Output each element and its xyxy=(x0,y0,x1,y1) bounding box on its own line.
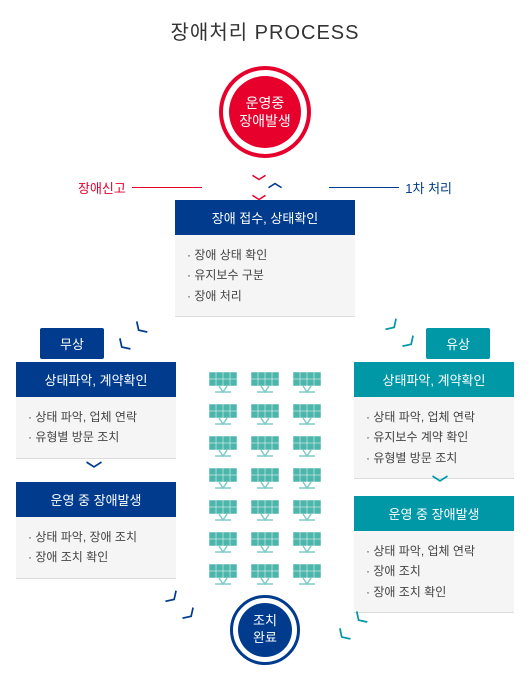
list-item: 상태 파악, 업체 연락 xyxy=(28,407,164,427)
intake-item: 장애 처리 xyxy=(187,286,343,306)
list-item: 유지보수 계약 확인 xyxy=(366,427,502,447)
box-header: 상태파악, 계약확인 xyxy=(16,362,176,397)
solar-panel-icon xyxy=(249,530,281,554)
list-item: 상태 파악, 업체 연락 xyxy=(366,541,502,561)
solar-panel-icon xyxy=(291,434,323,458)
list-item: 장애 조치 확인 xyxy=(28,547,164,567)
label-primary-handling: 1차 처리 xyxy=(329,178,452,197)
box-header: 상태파악, 계약확인 xyxy=(354,362,514,397)
solar-panel-icon xyxy=(291,402,323,426)
solar-panel-icon xyxy=(291,562,323,586)
chevron-diag-icon: ﹀﹀ xyxy=(327,607,369,649)
end-circle: 조치 완료 xyxy=(238,603,292,657)
box-header: 운영 중 장애발생 xyxy=(16,482,176,517)
list-item: 유형별 방문 조치 xyxy=(28,427,164,447)
start-line1: 운영중 xyxy=(246,94,285,112)
solar-panel-icon xyxy=(249,498,281,522)
box-body: 상태 파악, 장애 조치 장애 조치 확인 xyxy=(16,517,176,578)
list-item: 상태 파악, 장애 조치 xyxy=(28,527,164,547)
solar-panel-icon xyxy=(291,370,323,394)
intake-item: 유지보수 구분 xyxy=(187,265,343,285)
left-box-2: 운영 중 장애발생 상태 파악, 장애 조치 장애 조치 확인 xyxy=(16,482,176,579)
solar-panel-icon xyxy=(207,370,239,394)
left-box-1: 상태파악, 계약확인 상태 파악, 업체 연락 유형별 방문 조치 xyxy=(16,362,176,459)
solar-panel-icon xyxy=(207,530,239,554)
start-circle: 운영중 장애발생 xyxy=(229,76,301,148)
end-line2: 완료 xyxy=(253,630,277,647)
list-item: 장애 조치 xyxy=(366,561,502,581)
end-line1: 조치 xyxy=(253,613,277,630)
box-body: 상태 파악, 업체 연락 유형별 방문 조치 xyxy=(16,397,176,458)
intake-box: 장애 접수, 상태확인 장애 상태 확인 유지보수 구분 장애 처리 xyxy=(175,200,355,317)
list-item: 상태 파악, 업체 연락 xyxy=(366,407,502,427)
solar-panel-icon xyxy=(207,498,239,522)
solar-panel-icon xyxy=(207,434,239,458)
chevron-diag-icon: ﹀﹀ xyxy=(381,317,423,359)
box-header: 운영 중 장애발생 xyxy=(354,496,514,531)
label-left-text: 장애신고 xyxy=(78,178,126,197)
box-body: 상태 파악, 업체 연락 유지보수 계약 확인 유형별 방문 조치 xyxy=(354,397,514,478)
solar-panel-icon xyxy=(249,562,281,586)
solar-panel-icon xyxy=(249,370,281,394)
solar-panel-icon xyxy=(249,434,281,458)
chevron-diag-icon: ﹀﹀ xyxy=(107,317,149,359)
solar-panel-icon xyxy=(249,466,281,490)
solar-panel-icon xyxy=(291,498,323,522)
solar-panel-icon xyxy=(207,562,239,586)
list-item: 유형별 방문 조치 xyxy=(366,448,502,468)
page-title: 장애처리 PROCESS xyxy=(0,0,530,45)
solar-panels-graphic xyxy=(207,370,323,588)
box-body: 상태 파악, 업체 연락 장애 조치 장애 조치 확인 xyxy=(354,531,514,612)
intake-header: 장애 접수, 상태확인 xyxy=(175,200,355,235)
right-box-2: 운영 중 장애발생 상태 파악, 업체 연락 장애 조치 장애 조치 확인 xyxy=(354,496,514,613)
label-right-text: 1차 처리 xyxy=(405,178,452,197)
chevron-diag-icon: ﹀﹀ xyxy=(161,589,203,631)
line-red xyxy=(132,187,202,188)
start-line2: 장애발생 xyxy=(239,112,291,130)
label-incident-report: 장애신고 xyxy=(78,178,202,197)
tag-paid: 유상 xyxy=(426,328,490,359)
list-item: 장애 조치 확인 xyxy=(366,582,502,602)
solar-panel-icon xyxy=(291,466,323,490)
solar-panel-icon xyxy=(291,530,323,554)
solar-panel-icon xyxy=(249,402,281,426)
solar-panel-icon xyxy=(207,402,239,426)
intake-item: 장애 상태 확인 xyxy=(187,245,343,265)
solar-panel-icon xyxy=(207,466,239,490)
tag-free: 무상 xyxy=(40,328,104,359)
right-box-1: 상태파악, 계약확인 상태 파악, 업체 연락 유지보수 계약 확인 유형별 방… xyxy=(354,362,514,479)
intake-body: 장애 상태 확인 유지보수 구분 장애 처리 xyxy=(175,235,355,316)
line-blue xyxy=(329,187,399,188)
